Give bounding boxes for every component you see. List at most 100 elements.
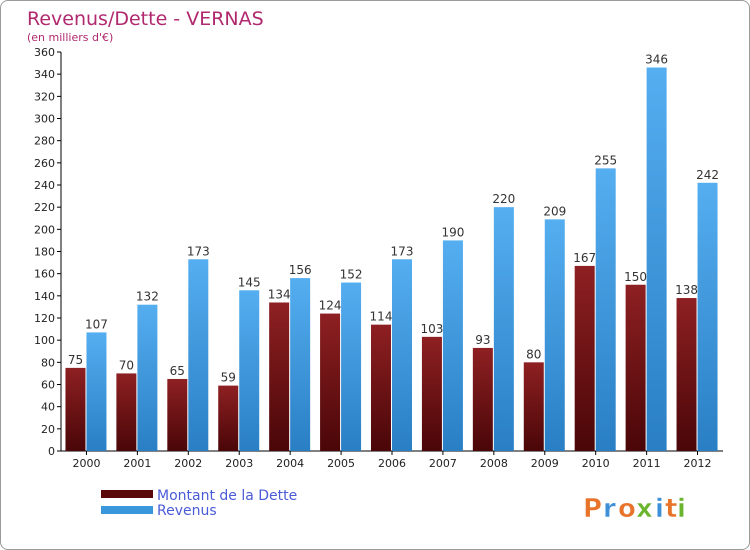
bar-value-label: 145 (238, 275, 261, 289)
y-tick-label: 140 (34, 290, 55, 303)
x-tick-label: 2012 (684, 457, 712, 470)
bar-dette (472, 347, 493, 451)
y-tick-label: 200 (34, 223, 55, 236)
bar-dette (523, 362, 544, 451)
bar-dette (625, 284, 646, 451)
logo-letter: i (655, 494, 664, 524)
bar-revenus (239, 290, 260, 451)
bar-dette (269, 302, 290, 451)
bar-value-label: 93 (475, 333, 490, 347)
y-tick-label: 260 (34, 157, 55, 170)
bar-value-label: 59 (221, 371, 236, 385)
bar-dette (320, 313, 341, 451)
y-tick-label: 320 (34, 90, 55, 103)
bar-value-label: 220 (492, 192, 515, 206)
y-tick-label: 180 (34, 246, 55, 259)
bar-revenus (697, 182, 718, 452)
bar-revenus (86, 332, 107, 451)
y-tick-label: 280 (34, 135, 55, 148)
x-tick-label: 2005 (327, 457, 355, 470)
bar-value-label: 70 (119, 358, 134, 372)
bar-dette (371, 324, 391, 451)
x-tick-label: 2000 (72, 457, 100, 470)
bar-value-label: 173 (391, 244, 414, 258)
logo-letter: x (636, 494, 653, 524)
bar-dette (218, 385, 239, 451)
bar-revenus (646, 67, 667, 452)
y-tick-label: 360 (34, 46, 55, 59)
x-tick-label: 2003 (225, 457, 253, 470)
bar-value-label: 65 (170, 364, 185, 378)
legend-swatch-revenus (101, 506, 153, 514)
bar-revenus (595, 168, 616, 451)
logo-letter: o (618, 494, 636, 524)
bars: 75 107 70 132 65 173 59 145 134 156 124 152 114 173 10… (65, 53, 719, 452)
y-tick-label: 220 (34, 201, 55, 214)
bar-value-label: 134 (268, 287, 291, 301)
bar-value-label: 173 (187, 244, 210, 258)
x-tick-label: 2004 (276, 457, 304, 470)
chart-title: Revenus/Dette - VERNAS (27, 8, 264, 30)
y-tick-label: 340 (34, 68, 55, 81)
legend: Montant de la Dette Revenus (101, 488, 297, 519)
bar-value-label: 107 (85, 317, 108, 331)
bar-dette (65, 367, 86, 451)
y-tick-label: 80 (41, 356, 55, 369)
logo-letter: t (665, 494, 677, 524)
y-tick-label: 240 (34, 179, 55, 192)
bar-value-label: 190 (441, 225, 464, 239)
x-tick-label: 2001 (123, 457, 151, 470)
y-tick-label: 100 (34, 334, 55, 347)
x-tick-label: 2002 (174, 457, 202, 470)
y-tick-label: 300 (34, 113, 55, 126)
bar-value-label: 103 (420, 322, 443, 336)
bar-value-label: 156 (289, 263, 312, 277)
bar-value-label: 138 (675, 283, 698, 297)
y-tick-label: 0 (48, 445, 55, 458)
x-tick-label: 2006 (378, 457, 406, 470)
x-tick-label: 2008 (480, 457, 508, 470)
logo-letter: r (603, 494, 616, 524)
bar-value-label: 80 (526, 347, 541, 361)
x-tick-label: 2007 (429, 457, 457, 470)
bar-value-label: 124 (319, 299, 342, 313)
logo-letter: i (677, 494, 686, 524)
bar-value-label: 346 (645, 53, 668, 67)
bar-revenus (188, 259, 209, 451)
bar-value-label: 75 (68, 353, 83, 367)
bar-value-label: 150 (624, 270, 647, 284)
y-tick-label: 120 (34, 312, 55, 325)
bar-revenus (392, 259, 412, 451)
x-tick-label: 2011 (633, 457, 661, 470)
bar-dette (116, 373, 137, 451)
x-tick-label: 2009 (531, 457, 559, 470)
bar-value-label: 255 (594, 153, 617, 167)
legend-label-revenus: Revenus (157, 503, 217, 519)
y-tick-label: 160 (34, 268, 55, 281)
bar-value-label: 132 (136, 290, 159, 304)
bar-revenus (493, 207, 514, 451)
bar-dette (676, 298, 697, 451)
bar-dette (574, 265, 595, 451)
bar-dette (421, 336, 442, 451)
bar-revenus (442, 240, 463, 451)
y-tick-label: 20 (41, 423, 55, 436)
x-tick-label: 2010 (582, 457, 610, 470)
bar-value-label: 242 (696, 168, 719, 182)
bar-value-label: 209 (543, 204, 566, 218)
y-tick-label: 40 (41, 401, 55, 414)
bar-value-label: 114 (370, 310, 393, 324)
bar-revenus (341, 282, 362, 451)
logo-letter: P (583, 494, 602, 524)
bar-value-label: 152 (340, 268, 363, 282)
legend-swatch-debt (101, 490, 153, 498)
bar-revenus (544, 219, 565, 451)
bar-dette (167, 378, 188, 451)
bar-revenus (290, 278, 311, 451)
bar-revenus (137, 304, 158, 451)
bar-value-label: 167 (573, 251, 596, 265)
axes: 0 20 40 60 80 100 120 140 160 180 200 220 240 260 280 3… (34, 46, 723, 470)
